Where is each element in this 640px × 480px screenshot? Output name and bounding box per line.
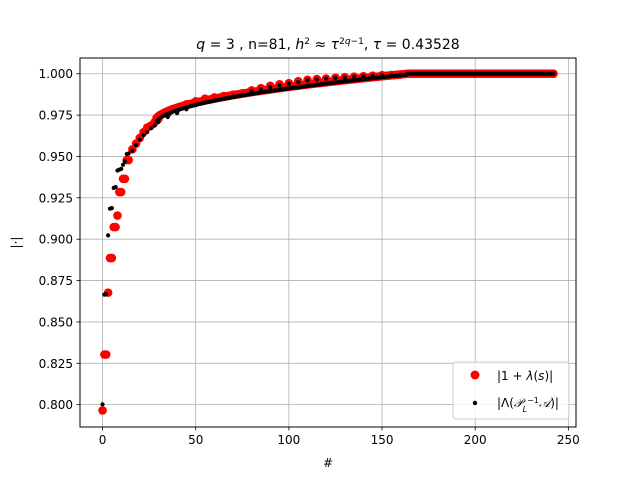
black-data-point [100,402,105,407]
plot-area [98,69,558,415]
y-tick-label: 0.975 [39,109,73,123]
axes-frame [79,57,577,428]
black-data-point [286,81,291,86]
black-data-point [119,166,124,171]
black-data-point [268,84,273,90]
y-tick-label: 0.850 [39,315,73,329]
black-data-point [333,75,338,80]
black-data-point [145,129,150,135]
black-data-point [551,71,556,76]
y-tick-label: 0.800 [39,398,73,412]
legend-box [452,361,570,420]
x-axis-label: # [323,456,333,470]
x-tick-label: 50 [188,433,203,447]
black-data-point [152,123,157,128]
black-data-point [106,233,111,238]
black-data-point [148,126,154,131]
black-data-point [296,79,301,85]
y-tick-label: 0.925 [39,191,73,205]
black-data-point [122,159,128,164]
chart-title: q = 3 , n=81, h2 ≈ τ2q−1, τ = 0.43528 [196,37,459,53]
grid [80,58,576,427]
x-tick-label: 200 [464,433,487,447]
x-tick-label: 100 [277,433,300,447]
black-data-point [141,133,146,138]
red-data-point [101,350,111,359]
black-data-point [104,292,109,297]
y-tick-label: 0.900 [39,233,73,247]
red-data-point [98,406,107,415]
black-data-point [324,76,329,81]
black-data-point [314,77,319,82]
y-tick-label: 0.950 [39,150,73,164]
legend-marker-red [470,370,480,380]
x-tick-label: 250 [557,433,580,447]
x-tick-label: 150 [371,433,394,447]
red-data-point [113,211,122,220]
black-data-point [109,205,114,211]
black-data-point [277,83,282,88]
black-data-point [342,75,347,80]
red-data-point [107,253,117,263]
y-tick-label: 0.875 [39,274,73,288]
black-data-point [137,137,142,142]
black-data-point [113,184,118,190]
legend: |1 + λ(s)| |Λ(𝒫L−1𝒜)| [452,361,570,420]
red-data-point [116,187,126,197]
red-data-point [120,174,130,184]
x-tick-label: 0 [99,433,107,447]
black-data-point [305,78,310,83]
black-data-point [351,74,357,79]
red-data-point [111,222,120,232]
black-data-point [130,148,135,153]
y-axis-label: |·| [9,237,23,249]
y-tick-label: 0.825 [39,357,73,371]
ticks: 0 50 100 150 200 250 0.800 0.825 0.850 0.875 0.900… [39,67,580,447]
legend-marker-black [472,400,478,406]
y-tick-label: 1.000 [39,67,73,81]
black-data-point [120,162,126,167]
black-data-point [133,143,139,148]
black-data-point [126,151,131,156]
legend-label-1: |1 + λ(s)| [497,369,553,383]
series-black-points [100,71,556,407]
